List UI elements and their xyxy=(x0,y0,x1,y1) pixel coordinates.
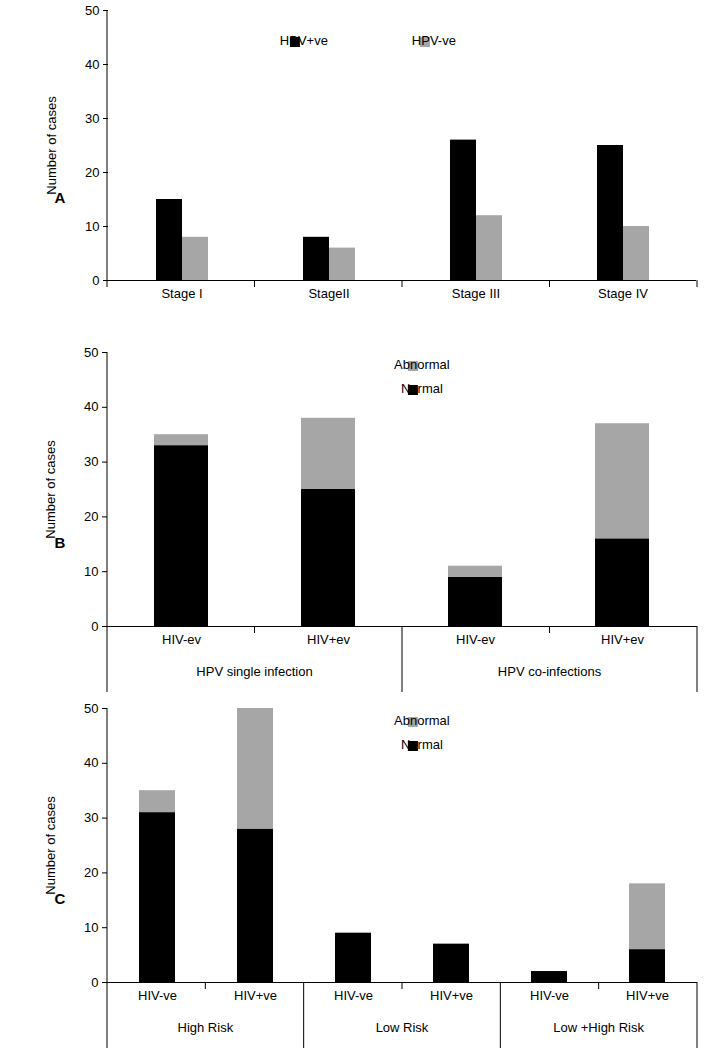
svg-text:HPV single infection: HPV single infection xyxy=(196,664,312,679)
svg-text:10: 10 xyxy=(84,564,98,579)
svg-text:HPV-ve: HPV-ve xyxy=(412,33,456,48)
svg-text:HIV-ev: HIV-ev xyxy=(456,632,496,647)
svg-text:Stage III: Stage III xyxy=(452,286,500,301)
svg-text:10: 10 xyxy=(84,920,98,935)
svg-text:B: B xyxy=(55,534,66,551)
svg-text:0: 0 xyxy=(91,975,98,990)
svg-text:Abnormal: Abnormal xyxy=(394,357,450,372)
svg-text:HPV+ve: HPV+ve xyxy=(280,33,328,48)
svg-text:HIV+ev: HIV+ev xyxy=(307,632,350,647)
svg-text:HIV-ev: HIV-ev xyxy=(162,632,202,647)
svg-text:30: 30 xyxy=(84,810,98,825)
svg-text:10: 10 xyxy=(85,219,99,234)
svg-text:50: 50 xyxy=(84,701,98,716)
svg-text:0: 0 xyxy=(92,273,99,288)
svg-text:Stage IV: Stage IV xyxy=(598,286,648,301)
svg-text:20: 20 xyxy=(84,509,98,524)
svg-text:Low Risk: Low Risk xyxy=(376,1020,429,1035)
svg-text:A: A xyxy=(55,189,66,206)
svg-text:50: 50 xyxy=(85,3,99,18)
svg-text:40: 40 xyxy=(85,57,99,72)
svg-text:40: 40 xyxy=(84,755,98,770)
svg-text:HPV co-infections: HPV co-infections xyxy=(498,664,602,679)
svg-text:Stage I: Stage I xyxy=(161,286,202,301)
svg-text:HIV+ev: HIV+ev xyxy=(601,632,644,647)
svg-text:Normal: Normal xyxy=(401,381,443,396)
svg-text:HIV-ve: HIV-ve xyxy=(334,988,373,1003)
svg-text:0: 0 xyxy=(91,619,98,634)
svg-text:Number of cases: Number of cases xyxy=(44,96,59,195)
svg-text:20: 20 xyxy=(84,865,98,880)
svg-text:40: 40 xyxy=(84,399,98,414)
svg-text:Number of cases: Number of cases xyxy=(43,440,58,539)
svg-text:HIV-ve: HIV-ve xyxy=(530,988,569,1003)
svg-text:Number of cases: Number of cases xyxy=(43,796,58,895)
svg-text:HIV+ve: HIV+ve xyxy=(234,988,277,1003)
svg-text:Low +High Risk: Low +High Risk xyxy=(553,1020,644,1035)
svg-text:HIV-ve: HIV-ve xyxy=(138,988,177,1003)
svg-text:HIV+ve: HIV+ve xyxy=(626,988,669,1003)
svg-text:50: 50 xyxy=(84,345,98,360)
svg-text:StageII: StageII xyxy=(308,286,349,301)
svg-text:High Risk: High Risk xyxy=(178,1020,234,1035)
svg-text:Abnormal: Abnormal xyxy=(394,713,450,728)
svg-text:Normal: Normal xyxy=(401,737,443,752)
svg-text:20: 20 xyxy=(85,165,99,180)
svg-text:C: C xyxy=(55,890,66,907)
svg-text:30: 30 xyxy=(84,454,98,469)
svg-text:HIV+ve: HIV+ve xyxy=(430,988,473,1003)
svg-text:30: 30 xyxy=(85,111,99,126)
